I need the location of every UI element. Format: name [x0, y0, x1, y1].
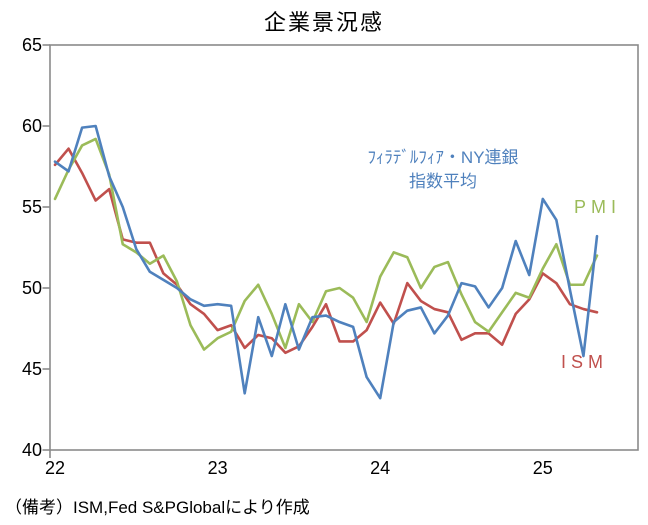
- series-line-ism: [53, 147, 599, 355]
- y-axis-label: 45: [21, 359, 42, 379]
- x-axis-label: 24: [370, 458, 391, 478]
- legend-pmi: PMI: [574, 197, 622, 217]
- y-axis-label: 65: [21, 35, 42, 55]
- series-line-pmi: [53, 137, 599, 351]
- x-axis-label: 25: [532, 458, 553, 478]
- x-axis-label: 22: [44, 458, 66, 478]
- x-axis-label: 23: [207, 458, 228, 478]
- legend-fed-ny-line1: ﾌｨﾗﾃﾞﾙﾌｨｱ・NY連銀: [367, 148, 519, 167]
- legend-ism: ISM: [561, 352, 609, 372]
- source-note: （備考）ISM,Fed S&PGlobalにより作成: [5, 498, 310, 517]
- y-axis-label: 55: [21, 197, 42, 217]
- y-axis-label: 50: [21, 278, 42, 298]
- series-line-fed-ny-avg: [53, 124, 599, 400]
- y-axis-label: 40: [21, 440, 42, 460]
- y-axis-label: 60: [21, 116, 42, 136]
- legend-fed-ny-line2: 指数平均: [409, 172, 477, 191]
- plot-border: [49, 44, 639, 451]
- chart-title: 企業景況感: [263, 10, 384, 35]
